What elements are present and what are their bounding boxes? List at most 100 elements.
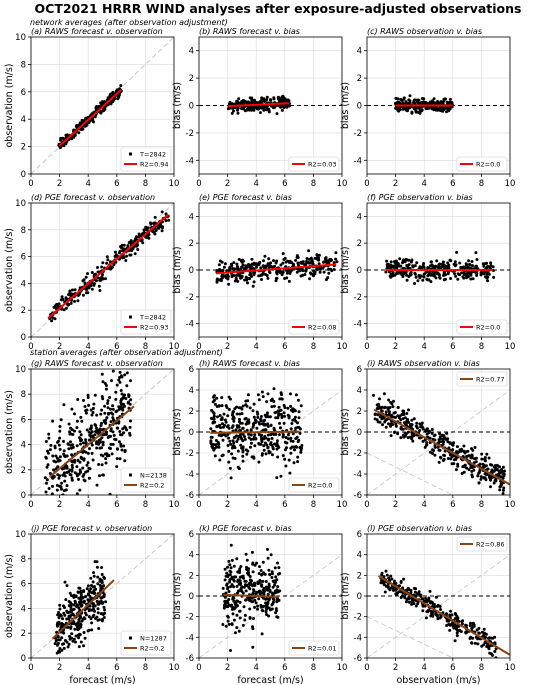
data-point	[250, 275, 253, 278]
data-point	[61, 136, 65, 140]
plot-area	[199, 94, 342, 116]
data-point	[249, 428, 253, 432]
data-point	[217, 404, 221, 408]
data-point	[220, 260, 224, 264]
x-tick-label: 8	[479, 500, 484, 510]
data-point	[93, 272, 97, 276]
data-point	[396, 262, 400, 266]
data-point	[311, 262, 315, 266]
data-point	[75, 492, 79, 495]
data-point	[440, 440, 444, 444]
data-point	[232, 618, 236, 622]
plot-area	[367, 554, 510, 658]
data-point	[227, 622, 231, 626]
fit-line	[377, 575, 510, 656]
data-point	[145, 228, 149, 232]
data-point	[239, 429, 243, 433]
data-point	[71, 288, 74, 292]
data-point	[248, 575, 252, 578]
data-point	[266, 425, 270, 428]
data-point	[436, 603, 440, 607]
data-point	[221, 422, 224, 426]
data-point	[479, 477, 483, 481]
data-point	[226, 605, 230, 609]
data-point	[431, 437, 435, 441]
data-point	[487, 272, 491, 276]
x-tick-label: 0	[28, 342, 33, 352]
data-point	[218, 414, 222, 417]
data-point	[450, 462, 454, 466]
y-axis-label: observation (m/s)	[4, 228, 15, 312]
data-point	[79, 591, 83, 595]
data-point	[93, 423, 97, 427]
data-point	[77, 477, 80, 481]
data-point	[266, 592, 270, 596]
data-point	[267, 263, 271, 267]
data-point	[456, 616, 459, 620]
data-point	[471, 264, 474, 268]
data-point	[241, 448, 245, 452]
data-point	[409, 270, 413, 274]
data-point	[262, 265, 266, 269]
data-point	[248, 616, 252, 620]
data-point	[73, 288, 77, 292]
data-point	[433, 453, 437, 457]
data-point	[489, 261, 493, 265]
y-tick-label: -2	[354, 613, 362, 623]
data-point	[285, 271, 289, 275]
data-point	[389, 400, 393, 404]
data-point	[78, 430, 82, 434]
x-tick-label: 6	[282, 500, 287, 510]
data-point	[444, 264, 448, 268]
data-point	[422, 275, 426, 279]
data-point	[229, 570, 233, 574]
data-point	[60, 481, 64, 485]
data-point	[276, 615, 280, 619]
data-point	[281, 94, 285, 98]
data-point	[215, 280, 219, 284]
data-point	[425, 443, 429, 447]
data-point	[255, 426, 259, 430]
data-point	[79, 625, 83, 629]
data-point	[309, 272, 313, 276]
y-tick-label: 10	[15, 530, 26, 540]
data-point	[407, 263, 411, 267]
data-point	[61, 473, 65, 477]
data-point	[498, 488, 502, 492]
data-point	[87, 120, 91, 124]
data-point	[106, 258, 110, 262]
data-point	[246, 281, 249, 285]
data-point	[96, 602, 100, 606]
data-point	[261, 560, 265, 564]
data-point	[413, 590, 417, 594]
data-point	[167, 218, 171, 222]
data-point	[77, 596, 81, 600]
data-point	[265, 603, 269, 606]
data-point	[238, 575, 242, 579]
data-point	[62, 642, 66, 646]
data-point	[67, 447, 71, 451]
data-point	[96, 429, 100, 432]
data-point	[464, 262, 468, 266]
data-point	[482, 643, 486, 647]
data-point	[252, 108, 256, 112]
y-tick-label: 4	[189, 47, 194, 57]
data-point	[468, 624, 472, 628]
x-tick-label: 10	[169, 663, 180, 673]
data-point	[317, 262, 321, 266]
data-point	[255, 561, 259, 565]
data-point	[301, 273, 305, 277]
data-point	[257, 597, 261, 601]
data-point	[129, 239, 133, 243]
x-tick-label: 2	[393, 500, 398, 510]
data-point	[57, 443, 61, 447]
data-point	[472, 468, 476, 472]
x-tick-label: 0	[364, 500, 369, 510]
data-point	[245, 404, 249, 408]
data-point	[280, 393, 283, 397]
data-point	[276, 455, 280, 459]
data-point	[279, 426, 283, 430]
data-point	[421, 426, 425, 430]
